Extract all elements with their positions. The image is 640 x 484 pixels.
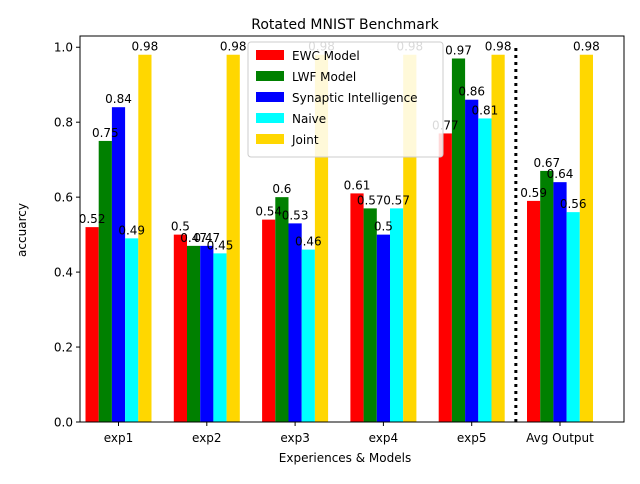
legend-label: Joint — [291, 133, 319, 147]
legend-swatch — [256, 50, 284, 60]
data-label: 0.45 — [207, 238, 234, 252]
x-tick-label: exp3 — [280, 431, 310, 445]
data-label: 0.47 — [180, 231, 207, 245]
bar-exp3-synaptic-intelligence — [288, 223, 302, 422]
plot-frame — [79, 35, 625, 423]
legend-label: EWC Model — [292, 49, 360, 63]
data-label: 0.97 — [445, 43, 472, 57]
bar-exp4-naive — [390, 208, 404, 422]
bar-avg-output-synaptic-intelligence — [553, 182, 567, 422]
bar-exp4-synaptic-intelligence — [376, 234, 390, 422]
legend-label: Synaptic Intelligence — [292, 91, 418, 105]
data-label: 0.56 — [560, 197, 587, 211]
bar-exp2-naive — [213, 253, 227, 422]
legend-swatch — [256, 134, 284, 144]
legend-swatch — [256, 71, 284, 81]
data-label: 0.6 — [272, 182, 291, 196]
y-tick-label: 0.6 — [54, 191, 73, 205]
data-label: 0.81 — [472, 103, 499, 117]
bar-avg-output-joint — [579, 54, 593, 423]
y-tick-label: 0.2 — [54, 341, 73, 355]
data-label: 0.57 — [383, 193, 410, 207]
data-label: 0.5 — [374, 220, 393, 234]
bar-avg-output-ewc-model — [527, 200, 541, 422]
legend-label: LWF Model — [292, 70, 356, 84]
bar-exp5-naive — [478, 118, 492, 422]
data-label: 0.98 — [132, 40, 159, 54]
data-label: 0.5 — [171, 220, 190, 234]
bar-exp1-naive — [125, 238, 139, 422]
bar-avg-output-lwf-model — [540, 170, 554, 422]
legend-swatch — [256, 113, 284, 123]
data-label: 0.98 — [485, 40, 512, 54]
data-label: 0.98 — [573, 40, 600, 54]
legend-label: Naive — [292, 112, 326, 126]
bar-exp4-lwf-model — [363, 208, 377, 422]
legend-swatch — [256, 92, 284, 102]
x-tick-label: exp2 — [192, 431, 222, 445]
y-axis-label: accuarcy — [15, 203, 29, 257]
legend-box — [247, 41, 444, 158]
bar-exp5-ewc-model — [438, 133, 452, 422]
x-tick-label: exp5 — [457, 431, 487, 445]
x-tick-label: Avg Output — [526, 431, 594, 445]
data-label: 0.54 — [255, 205, 282, 219]
bar-exp5-synaptic-intelligence — [465, 99, 479, 423]
data-label: 0.67 — [533, 156, 560, 170]
data-label: 0.61 — [344, 178, 371, 192]
data-label: 0.49 — [118, 223, 145, 237]
data-label: 0.57 — [357, 193, 384, 207]
bar-exp5-joint — [491, 54, 505, 423]
data-label: 0.64 — [547, 167, 574, 181]
bar-exp3-naive — [301, 249, 315, 422]
data-label: 0.84 — [105, 92, 132, 106]
bar-exp2-ewc-model — [173, 234, 187, 422]
bar-exp3-ewc-model — [262, 219, 276, 422]
y-tick-label: 0.8 — [54, 116, 73, 130]
bar-exp2-lwf-model — [187, 245, 201, 422]
bar-exp1-ewc-model — [85, 227, 99, 422]
bar-exp4-ewc-model — [350, 193, 364, 422]
x-tick-label: exp1 — [104, 431, 134, 445]
data-label: 0.75 — [92, 126, 119, 140]
bar-avg-output-naive — [566, 212, 580, 422]
bar-exp3-lwf-model — [275, 197, 289, 422]
data-label: 0.46 — [295, 235, 322, 249]
data-label: 0.98 — [220, 40, 247, 54]
y-tick-label: 0.0 — [54, 416, 73, 430]
y-tick-label: 1.0 — [54, 41, 73, 55]
bar-exp2-joint — [226, 54, 240, 423]
bar-exp2-synaptic-intelligence — [200, 245, 214, 422]
data-label: 0.86 — [458, 85, 485, 99]
chart-title: Rotated MNIST Benchmark — [251, 17, 439, 33]
bar-exp1-synaptic-intelligence — [111, 107, 126, 422]
x-tick-label: exp4 — [369, 431, 399, 445]
x-axis-label: Experiences & Models — [279, 451, 411, 465]
bar-exp1-lwf-model — [98, 140, 112, 422]
data-label: 0.52 — [79, 212, 106, 226]
data-label: 0.59 — [520, 186, 547, 200]
bar-exp1-joint — [138, 54, 152, 423]
data-label: 0.47 — [193, 231, 220, 245]
bar-exp5-lwf-model — [451, 58, 466, 423]
y-tick-label: 0.4 — [54, 266, 73, 280]
data-label: 0.53 — [282, 208, 309, 222]
